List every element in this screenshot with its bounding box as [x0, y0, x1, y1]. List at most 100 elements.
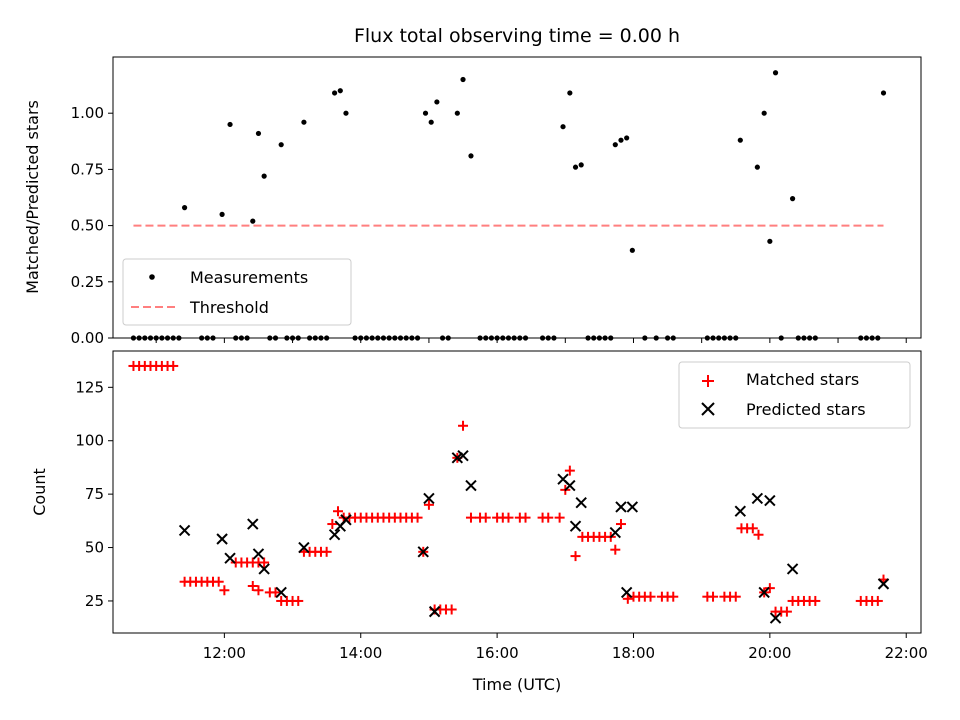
predicted-point: [786, 563, 799, 575]
measurement-point: [629, 247, 635, 253]
predicted-point: [224, 552, 236, 564]
measurement-point: [767, 238, 773, 244]
measurement-point: [880, 90, 887, 96]
bottom-x-ticks: 12:00 14:00 16:00 18:00 20:00 22:00: [203, 633, 928, 662]
matched-point: [213, 576, 224, 587]
x-tick-label: 22:00: [885, 644, 928, 662]
measurement-point: [789, 196, 796, 202]
predicted-point: [428, 605, 441, 618]
predicted-point: [575, 496, 587, 509]
matched-point: [610, 544, 621, 555]
measurement-point: [754, 164, 760, 170]
matched-point: [554, 512, 565, 523]
predicted-point: [877, 578, 890, 590]
matched-point: [333, 506, 344, 517]
legend-measurements-label: Measurements: [190, 268, 308, 287]
measurement-point: [434, 99, 440, 105]
matched-point: [645, 591, 656, 602]
matched-point: [412, 512, 423, 523]
matched-point: [747, 523, 758, 534]
predicted-point: [328, 529, 341, 541]
measurement-point: [261, 173, 267, 179]
bottom-y-tick-label: 25: [85, 592, 104, 610]
x-tick-label: 16:00: [475, 644, 518, 662]
predicted-point: [626, 501, 639, 513]
matched-point: [503, 512, 514, 523]
legend-threshold-label: Threshold: [189, 298, 269, 317]
matched-point: [564, 465, 575, 476]
predicted-point: [275, 586, 287, 599]
measurement-point: [278, 142, 284, 148]
matched-point: [446, 604, 457, 615]
x-tick-label: 12:00: [203, 644, 246, 662]
top-y-tick-label: 0.75: [71, 160, 104, 178]
bottom-y-tick-label: 125: [75, 378, 104, 396]
matched-point: [781, 606, 792, 617]
x-tick-label: 20:00: [748, 644, 791, 662]
measurement-point: [578, 162, 584, 168]
measurement-point: [772, 70, 779, 76]
matched-point: [543, 512, 554, 523]
measurement-point: [422, 110, 429, 116]
matched-point: [458, 420, 469, 431]
matched-point: [480, 512, 491, 523]
matched-point: [730, 591, 741, 602]
matched-point: [168, 360, 179, 371]
measurement-point: [250, 218, 256, 224]
predicted-point: [615, 501, 627, 513]
top-y-tick-label: 1.00: [71, 104, 104, 122]
legend-matched-marker: [702, 375, 714, 387]
measurement-point: [343, 110, 349, 116]
measurement-point: [737, 137, 743, 143]
measurement-point: [219, 211, 225, 217]
matched-point: [872, 595, 883, 606]
matched-point: [465, 512, 476, 523]
matched-point: [259, 557, 270, 568]
predicted-point: [758, 586, 770, 599]
measurement-point: [618, 137, 624, 143]
top-y-tick-label: 0.00: [71, 329, 104, 347]
measurement-point: [612, 142, 618, 148]
bottom-plot-frame: [112, 350, 922, 634]
matched-point: [253, 585, 264, 596]
measurement-point: [624, 135, 630, 141]
measurement-point: [567, 90, 573, 96]
predicted-point: [609, 526, 622, 539]
predicted-point: [298, 541, 310, 554]
x-tick-label: 14:00: [339, 644, 382, 662]
matched-point: [622, 593, 633, 604]
legend-measurements-marker: [149, 274, 155, 280]
top-y-tick-label: 0.25: [71, 273, 104, 291]
predicted-point: [417, 546, 429, 558]
matched-point: [668, 591, 679, 602]
predicted-point: [247, 518, 259, 530]
matched-point: [570, 551, 581, 562]
measurement-point: [560, 124, 566, 130]
bottom-y-ticks: 25 50 75 100 125: [75, 378, 113, 610]
matched-point: [520, 512, 531, 523]
bottom-y-tick-label: 100: [75, 432, 104, 450]
matched-point: [327, 519, 338, 530]
predicted-point: [564, 479, 576, 492]
matched-point: [810, 595, 821, 606]
matched-point: [423, 499, 434, 510]
predicted-point: [258, 563, 270, 575]
top-y-axis-label: Matched/Predicted stars: [23, 100, 42, 294]
predicted-point: [751, 492, 764, 505]
measurement-point: [337, 88, 343, 94]
matched-point: [219, 585, 230, 596]
measurement-point: [255, 130, 262, 137]
top-panel: 0.00 0.25 0.50 0.75 1.00 Matched/Predicted s…: [23, 56, 922, 347]
measurement-point: [460, 76, 466, 83]
legend-predicted-label: Predicted stars: [746, 400, 866, 419]
matched-point: [293, 595, 304, 606]
x-axis-label: Time (UTC): [472, 675, 561, 694]
measurement-point: [332, 90, 338, 96]
top-y-tick-label: 0.50: [71, 217, 104, 235]
matched-point: [753, 529, 764, 540]
predicted-point: [465, 479, 477, 492]
chart-title: Flux total observing time = 0.00 h: [354, 25, 680, 47]
bottom-y-tick-label: 75: [85, 485, 104, 503]
bottom-y-tick-label: 50: [85, 539, 104, 557]
